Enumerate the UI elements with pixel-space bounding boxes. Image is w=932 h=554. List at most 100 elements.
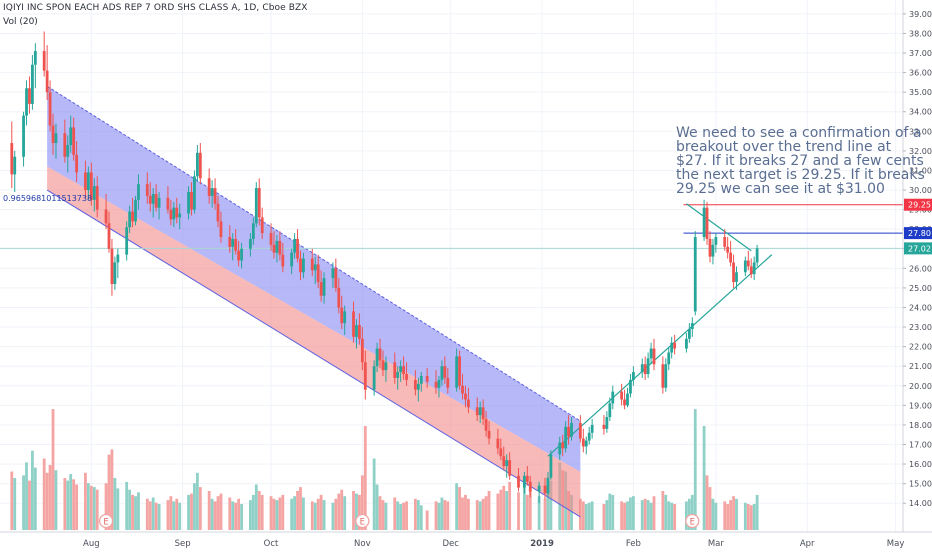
candle-body <box>249 238 252 249</box>
volume-bar <box>343 496 347 530</box>
volume-bar <box>331 502 335 530</box>
candle-body <box>190 191 193 210</box>
volume-bar <box>667 501 671 530</box>
candle <box>673 334 677 355</box>
candle-body <box>145 184 149 196</box>
candle <box>360 327 364 371</box>
candle-body <box>228 237 232 247</box>
earnings-marker-label: E <box>690 518 695 528</box>
candle <box>337 278 341 314</box>
candle-body <box>302 258 305 273</box>
candle-body <box>729 252 733 263</box>
candle <box>381 350 385 376</box>
candle <box>363 350 367 400</box>
candle <box>207 168 211 204</box>
candle <box>443 356 447 384</box>
candle <box>219 211 223 243</box>
volume-bar <box>86 483 90 530</box>
volume-bar <box>378 496 382 530</box>
volume-bar <box>31 450 34 530</box>
candle-body <box>290 252 294 267</box>
time-axis-background <box>0 532 932 550</box>
volume-bar <box>193 483 196 530</box>
volume-bar <box>190 493 193 530</box>
candle-body <box>13 156 17 175</box>
candle-body <box>355 325 358 337</box>
candle <box>623 389 626 410</box>
volume-bar <box>752 504 756 530</box>
candle <box>375 342 379 373</box>
candle <box>690 317 694 337</box>
price-label-text: 27.02 <box>908 244 931 253</box>
candle <box>157 191 161 220</box>
candle <box>522 471 526 494</box>
candle <box>322 272 326 304</box>
volume-bar <box>517 492 520 530</box>
volume-bar <box>198 487 202 530</box>
candle <box>605 411 609 433</box>
candle-body <box>702 207 706 238</box>
candle-body <box>113 262 117 284</box>
volume-bar <box>602 504 606 530</box>
grid-lines <box>0 0 903 532</box>
volume-bar <box>749 505 753 530</box>
candle-body <box>743 260 747 273</box>
candle-body <box>28 88 31 104</box>
candle-body <box>296 238 299 259</box>
candle <box>175 197 179 224</box>
candle <box>425 368 429 388</box>
candle <box>172 201 176 228</box>
candle <box>478 401 482 423</box>
earnings-marker: E <box>355 513 370 529</box>
candle <box>151 188 155 218</box>
volume-bar <box>608 493 612 530</box>
candle-body <box>464 393 467 400</box>
time-axis-tick-label: Oct <box>264 539 279 549</box>
volume-bar <box>275 500 279 530</box>
price-axis-tick-label: 15.00 <box>909 480 932 489</box>
candle-body <box>522 475 526 488</box>
volume-bar <box>69 474 73 530</box>
candle <box>84 160 87 198</box>
volume-bar <box>587 502 591 530</box>
volume-bar <box>42 458 46 530</box>
price-axis-tick-label: 31.00 <box>909 166 932 175</box>
candle <box>128 205 132 234</box>
volume-bar <box>272 498 276 530</box>
candle-body <box>602 424 606 429</box>
candle <box>66 135 70 173</box>
price-axis-tick-label: 37.00 <box>909 49 932 58</box>
candle-body <box>131 211 134 222</box>
candle <box>340 295 344 330</box>
candle <box>475 397 479 422</box>
volume-bar <box>375 484 379 530</box>
candle <box>187 186 190 220</box>
candle-body <box>137 184 140 200</box>
candle-body <box>125 227 129 255</box>
candle-body <box>148 195 152 204</box>
candle <box>278 231 282 261</box>
candle <box>646 352 650 378</box>
volume-bar <box>487 491 491 530</box>
candle-body <box>257 188 261 218</box>
candle-body <box>402 366 406 375</box>
volume-bar <box>464 494 467 530</box>
volume-bar <box>125 481 129 530</box>
volume-bar <box>381 500 385 530</box>
candle-body <box>89 172 93 200</box>
candle-body <box>293 238 296 253</box>
time-axis-tick-label: May <box>887 539 905 549</box>
candle-body <box>419 375 423 384</box>
candle <box>154 184 158 212</box>
volume-bar <box>219 493 223 530</box>
price-axis-tick-label: 25.00 <box>909 284 932 293</box>
volume-bar <box>735 498 738 530</box>
volume-bar <box>467 498 470 530</box>
candles <box>10 31 759 504</box>
candle <box>234 229 238 255</box>
candle <box>166 186 170 214</box>
candle-body <box>670 342 674 353</box>
candle-body <box>322 278 326 296</box>
candle-body <box>437 379 441 388</box>
